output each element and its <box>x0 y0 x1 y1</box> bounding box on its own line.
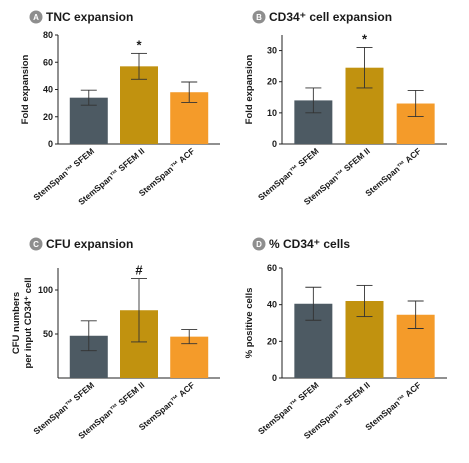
y-tick-label: 0 <box>48 139 53 149</box>
y-tick-label: 10 <box>267 108 277 118</box>
panel-d: D % CD34⁺ cells 0 20 40 60 % positive cells Ste… <box>244 237 447 441</box>
y-tick-label: 20 <box>43 112 53 122</box>
significance-marker: * <box>136 37 142 52</box>
panel-b: B CD34⁺ cell expansion 0 10 20 30 Fold expansi… <box>244 10 447 207</box>
y-tick-label: 60 <box>43 57 53 67</box>
y-tick-label: 80 <box>43 30 53 40</box>
panel-badge-label: B <box>256 13 262 22</box>
panel-badge-icon <box>252 10 266 24</box>
panel-badge-label: A <box>33 13 39 22</box>
x-tick-label: StemSpan™ ACF <box>363 380 423 432</box>
y-axis-label: CFU numbers <box>11 292 22 354</box>
panel-badge-icon <box>29 10 43 24</box>
y-tick-label: 0 <box>272 373 277 383</box>
panel-title: % CD34⁺ cells <box>269 237 350 251</box>
panel-title: TNC expansion <box>46 10 133 24</box>
y-axis-label: Fold expansion <box>244 54 255 124</box>
panel-badge-label: D <box>256 240 262 249</box>
panel-c: C CFU expansion 50 100 CFU numbers per input … <box>11 237 220 441</box>
panel-title: CD34⁺ cell expansion <box>269 10 392 24</box>
significance-marker: * <box>362 31 368 46</box>
y-tick-label: 40 <box>43 85 53 95</box>
y-tick-label: 20 <box>267 77 277 87</box>
y-tick-label: 100 <box>38 285 53 295</box>
y-tick-label: 20 <box>267 336 277 346</box>
panel-badge-icon <box>252 237 266 251</box>
y-axis-label-line2: per input CD34⁺ cell <box>23 277 34 368</box>
y-tick-label: 60 <box>267 263 277 273</box>
panel-badge-icon <box>29 237 43 251</box>
y-tick-label: 0 <box>272 139 277 149</box>
y-axis-label: % positive cells <box>244 288 255 359</box>
panel-title: CFU expansion <box>46 237 133 251</box>
x-tick-label: StemSpan™ ACF <box>363 146 423 198</box>
significance-marker: # <box>135 263 143 278</box>
y-tick-label: 50 <box>43 329 53 339</box>
y-tick-label: 40 <box>267 300 277 310</box>
panel-badge-label: C <box>33 240 39 249</box>
y-tick-label: 30 <box>267 46 277 56</box>
y-axis-label: Fold expansion <box>20 54 31 124</box>
